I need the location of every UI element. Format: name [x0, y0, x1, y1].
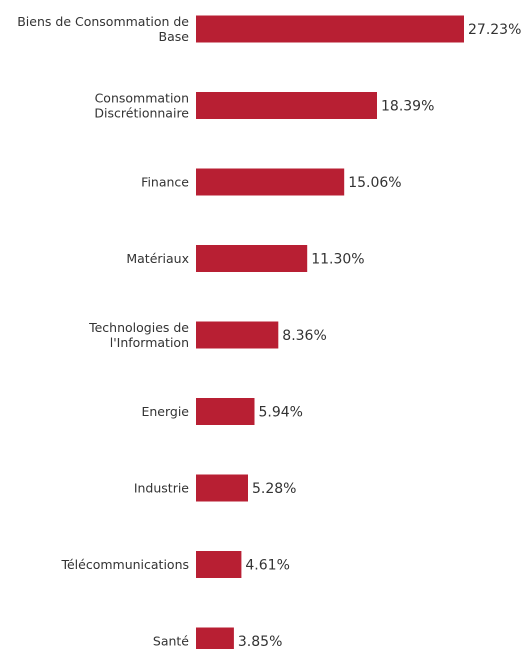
value-label: 15.06%: [348, 175, 401, 191]
category-label-line: Finance: [141, 175, 189, 190]
bar: [196, 168, 345, 196]
bar: [196, 474, 248, 502]
category-label-line: Santé: [153, 634, 189, 649]
category-label-line: Energie: [141, 404, 189, 419]
category-label-line: Matériaux: [126, 251, 189, 266]
bar: [196, 627, 234, 649]
category-label: Technologies de l'Information: [88, 320, 189, 350]
category-label-line: l'Information: [110, 335, 189, 350]
value-label: 3.85%: [238, 634, 282, 649]
category-label-line: Télécommunications: [60, 557, 189, 572]
category-label: Télécommunications: [60, 557, 189, 572]
category-label-line: Discrétionnaire: [94, 106, 189, 121]
category-label: Finance: [141, 175, 189, 190]
category-label-line: Technologies de: [88, 320, 189, 335]
category-label-line: Consommation: [95, 91, 189, 106]
bar: [196, 92, 377, 119]
bar: [196, 15, 464, 43]
category-label-line: Biens de Consommation de: [17, 14, 189, 29]
category-label: Consommation Discrétionnaire: [94, 91, 189, 121]
value-label: 5.28%: [252, 481, 296, 497]
bar: [196, 245, 308, 272]
bar: [196, 551, 242, 578]
category-label: Santé: [153, 634, 189, 649]
bar: [196, 398, 255, 425]
value-label: 8.36%: [282, 328, 326, 344]
value-label: 27.23%: [468, 22, 521, 38]
category-label-line: Industrie: [134, 481, 189, 496]
value-label: 18.39%: [381, 99, 434, 115]
category-label: Industrie: [134, 481, 189, 496]
bar: [196, 321, 279, 349]
value-label: 4.61%: [245, 558, 289, 574]
value-label: 5.94%: [259, 405, 303, 421]
value-label: 11.30%: [311, 252, 364, 268]
category-label-line: Base: [159, 29, 190, 44]
category-label: Matériaux: [126, 251, 189, 266]
category-label: Energie: [141, 404, 189, 419]
category-label: Biens de Consommation de Base: [17, 14, 189, 44]
